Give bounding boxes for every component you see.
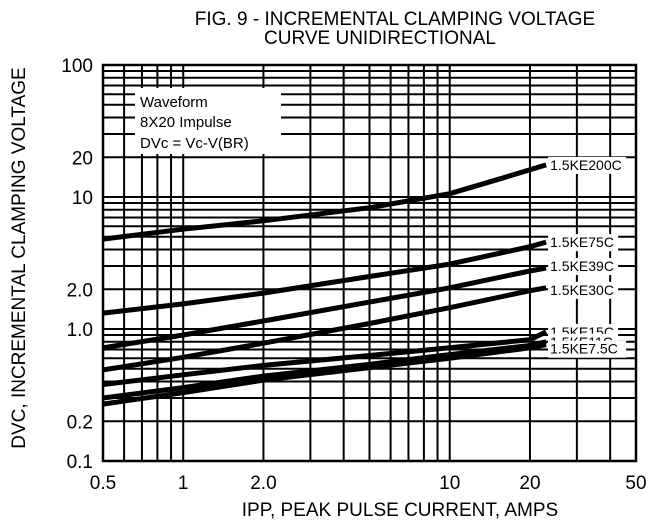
curve-1.5KE200C bbox=[102, 162, 547, 242]
curve-label-1.5KE75C: 1.5KE75C bbox=[550, 234, 614, 250]
curve-label-bg bbox=[548, 234, 619, 252]
x-axis-label: IPP, PEAK PULSE CURRENT, AMPS bbox=[242, 500, 558, 521]
x-tick-label: 2.0 bbox=[250, 473, 276, 494]
curve-1.5KE7.5C bbox=[102, 342, 547, 407]
curve-labels: 1.5KE200C1.5KE75C1.5KE39C1.5KE30C1.5KE15… bbox=[548, 156, 627, 358]
curve-label-1.5KE39C: 1.5KE39C bbox=[550, 258, 614, 274]
y-tick-label: 20 bbox=[72, 148, 93, 169]
y-tick-label: 0.1 bbox=[67, 452, 93, 473]
curve-1.5KE39C bbox=[102, 265, 547, 351]
curve-label-bg bbox=[548, 281, 619, 299]
curves bbox=[102, 162, 548, 407]
note-line-1: Waveform bbox=[140, 94, 208, 111]
curve-1.5KE15C bbox=[102, 329, 548, 387]
curve-1.5KE30C bbox=[102, 285, 547, 373]
x-tick-label: 50 bbox=[625, 473, 646, 494]
y-tick-label: 100 bbox=[61, 56, 93, 77]
y-axis-label: DVC, INCREMENTAL CLAMPING VOLTAGE bbox=[9, 67, 30, 448]
waveform-note: Waveform 8X20 Impulse DVc = Vc-V(BR) bbox=[135, 88, 281, 154]
x-tick-labels: 0.5 1 2.0 10 20 50 bbox=[90, 473, 647, 494]
x-tick-label: 0.5 bbox=[90, 473, 116, 494]
x-tick-label: 20 bbox=[519, 473, 540, 494]
y-tick-label: 0.2 bbox=[67, 412, 93, 433]
y-tick-label: 1.0 bbox=[67, 320, 93, 341]
curve-label-bg bbox=[548, 340, 627, 358]
y-tick-labels: 0.1 0.2 1.0 2.0 10 20 100 bbox=[61, 56, 93, 473]
curve-label-1.5KE30C: 1.5KE30C bbox=[550, 282, 614, 298]
curve-1.5KE75C bbox=[102, 239, 547, 316]
curve-label-bg bbox=[548, 257, 619, 275]
curve-label-bg bbox=[548, 156, 627, 174]
y-tick-label: 10 bbox=[72, 188, 93, 209]
note-line-2: 8X20 Impulse bbox=[140, 114, 232, 131]
y-tick-label: 2.0 bbox=[67, 280, 93, 301]
chart-subtitle: CURVE UNIDIRECTIONAL bbox=[264, 28, 496, 49]
curve-label-1.5KE200C: 1.5KE200C bbox=[550, 157, 622, 173]
note-line-3: DVc = Vc-V(BR) bbox=[140, 135, 249, 152]
x-tick-label: 1 bbox=[178, 473, 189, 494]
chart-title: FIG. 9 - INCREMENTAL CLAMPING VOLTAGE bbox=[195, 9, 595, 30]
curve-label-1.5KE7.5C: 1.5KE7.5C bbox=[550, 341, 618, 357]
x-tick-label: 10 bbox=[439, 473, 460, 494]
